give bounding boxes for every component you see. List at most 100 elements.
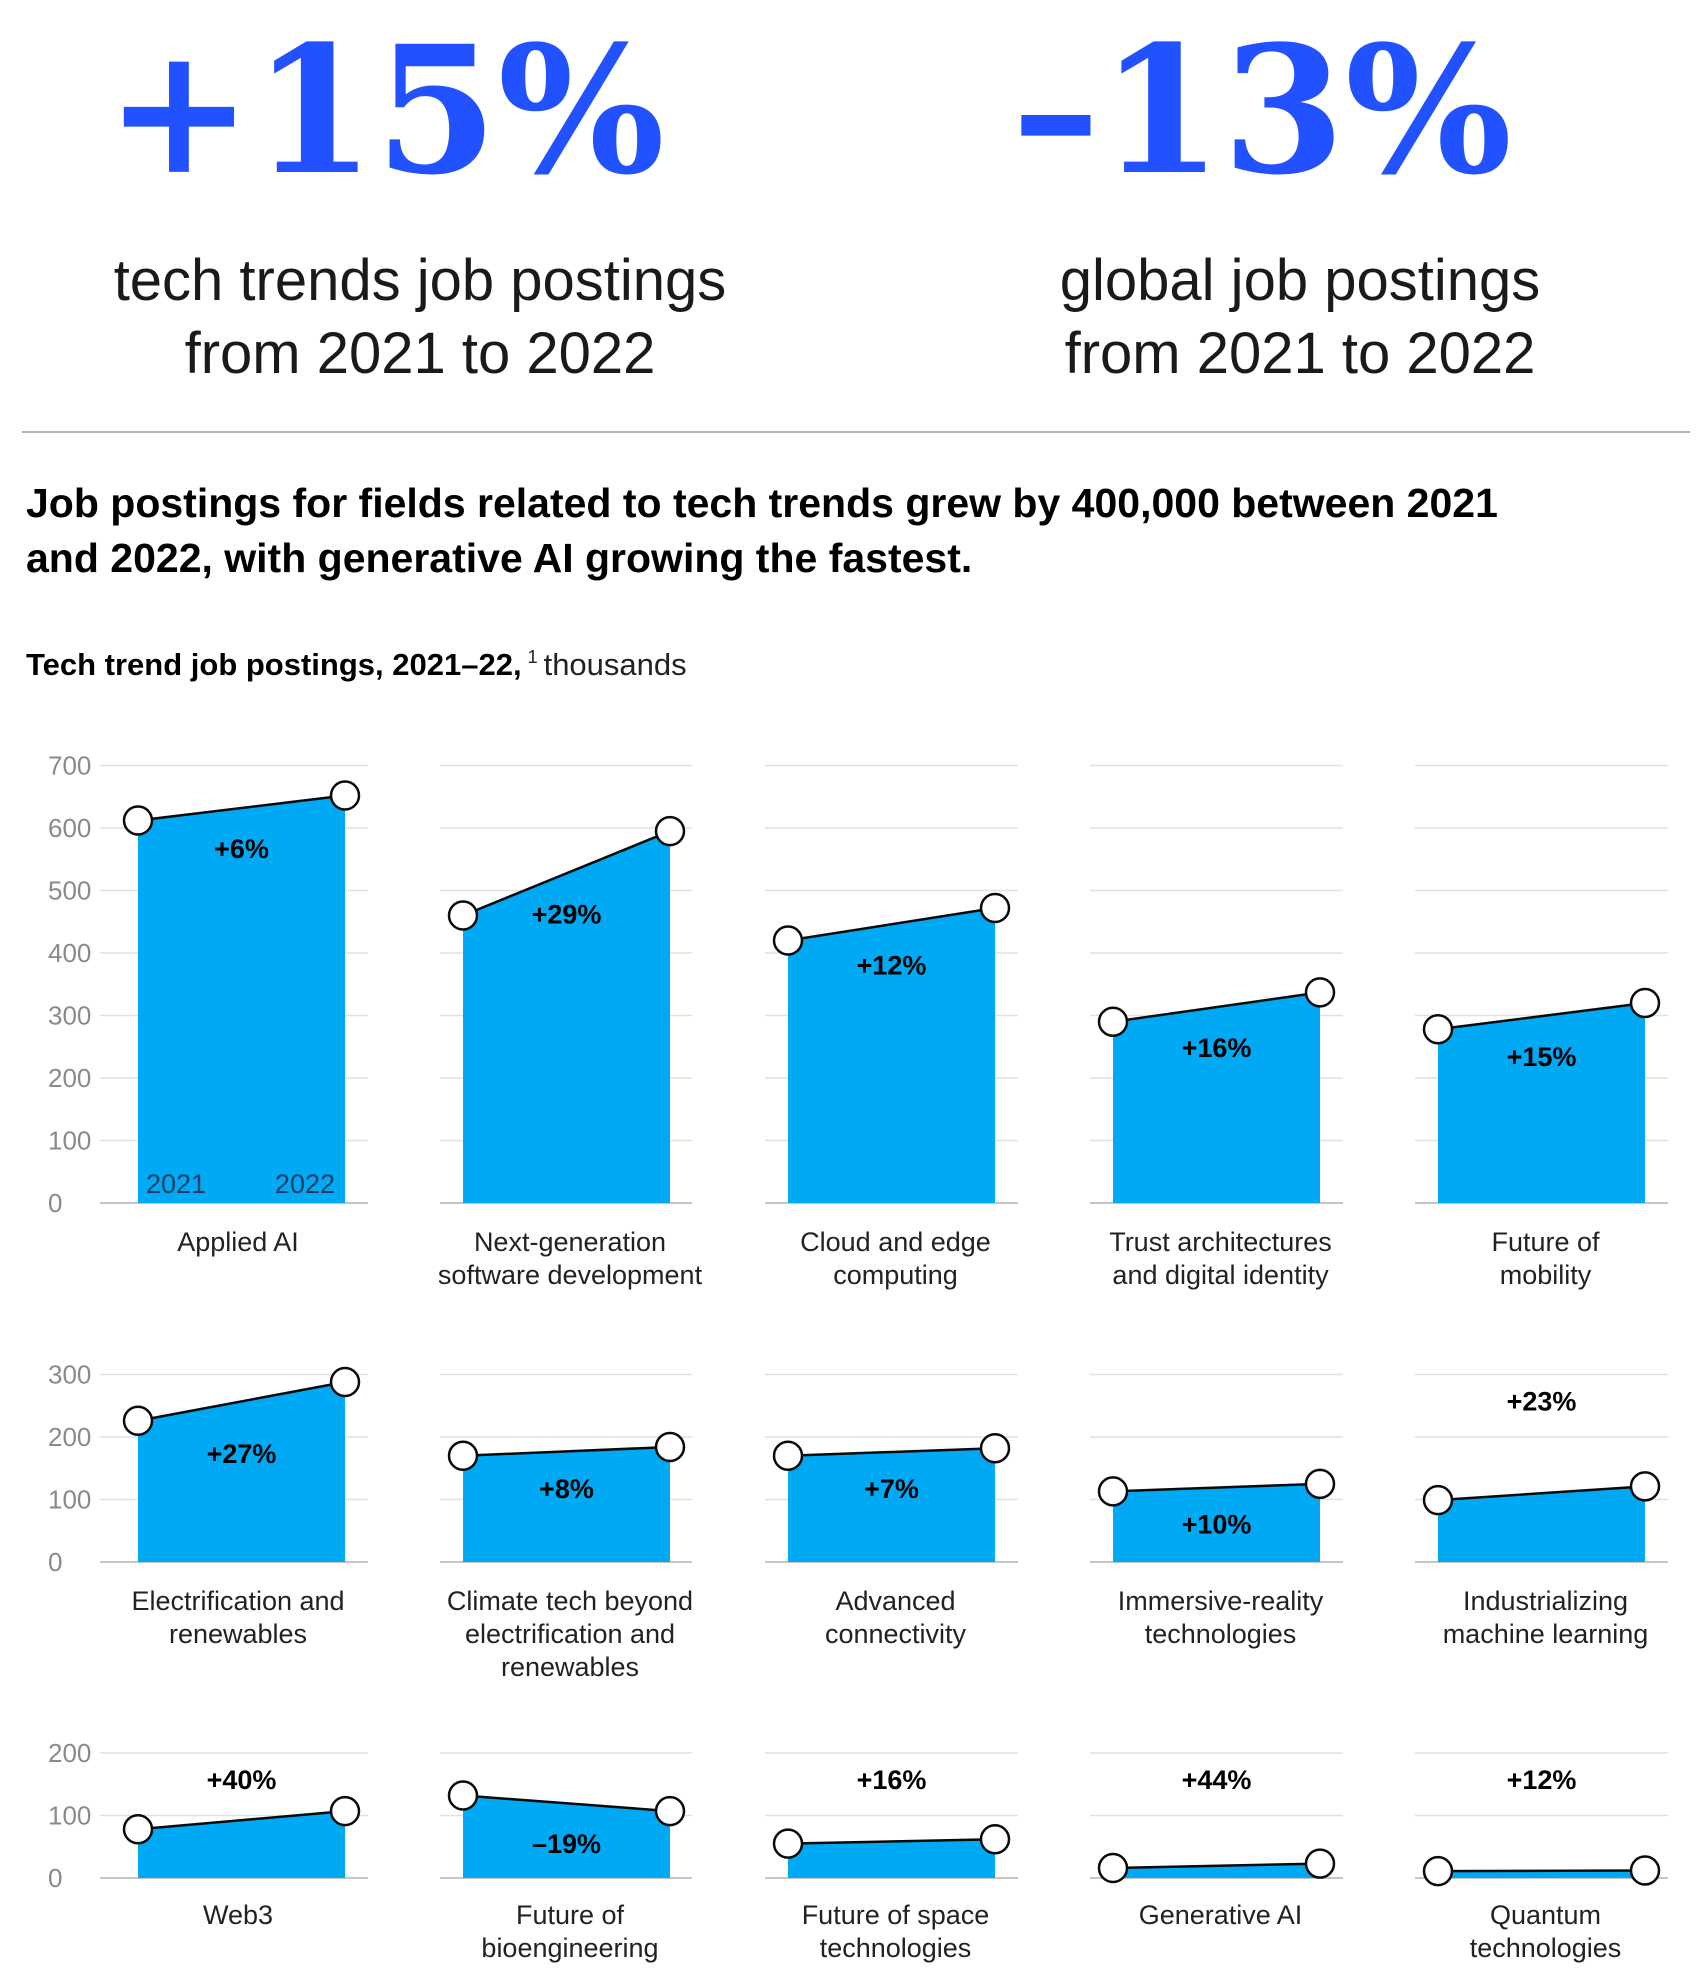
category-label: mobility xyxy=(1500,1260,1592,1290)
y-tick-label: 300 xyxy=(48,1001,91,1031)
point-2021 xyxy=(1422,1014,1454,1045)
point-2021 xyxy=(1097,1852,1129,1884)
category-label: technologies xyxy=(1145,1619,1297,1649)
point-2022 xyxy=(329,1366,361,1398)
percent-change-label: +15% xyxy=(1507,1042,1577,1072)
percent-change-label: +7% xyxy=(864,1474,919,1504)
trend-line xyxy=(787,1838,996,1845)
category-label: Trust architectures xyxy=(1109,1227,1332,1257)
y-tick-label: 500 xyxy=(48,876,91,906)
point-2021 xyxy=(447,900,479,931)
trend-line xyxy=(787,906,996,942)
point-2021 xyxy=(122,1405,154,1436)
area-fill xyxy=(1438,1870,1645,1878)
y-tick-label: 100 xyxy=(48,1485,91,1515)
stat-global-value: –13% xyxy=(1012,7,1512,214)
point-2021 xyxy=(122,1814,154,1845)
category-label: renewables xyxy=(169,1619,307,1649)
trend-line xyxy=(137,794,346,822)
point-2022 xyxy=(979,892,1011,924)
percent-change-label: +44% xyxy=(1182,1765,1252,1795)
percent-change-label: +27% xyxy=(207,1439,277,1469)
y-tick-label: 200 xyxy=(48,1738,91,1768)
category-label: Cloud and edge xyxy=(800,1227,991,1257)
point-2022 xyxy=(979,1824,1011,1855)
percent-change-label: –19% xyxy=(532,1829,601,1859)
point-2022 xyxy=(329,1795,361,1827)
trend-line xyxy=(1437,1869,1646,1873)
y-tick-label: 0 xyxy=(48,1863,62,1893)
point-2021 xyxy=(772,925,804,956)
area-fill xyxy=(1113,1483,1320,1562)
trend-line xyxy=(137,1809,346,1831)
y-tick-label: 200 xyxy=(48,1063,91,1093)
point-2022 xyxy=(1629,1855,1661,1886)
stat-tech-trends-caption-line2: from 2021 to 2022 xyxy=(185,321,656,386)
trend-line xyxy=(787,1447,996,1457)
point-2021 xyxy=(447,1440,479,1471)
y-tick-label: 700 xyxy=(48,751,91,781)
point-2021 xyxy=(772,1440,804,1471)
category-label: and digital identity xyxy=(1112,1260,1329,1290)
chart-subtitle-unit: thousands xyxy=(544,647,687,682)
category-label: renewables xyxy=(501,1652,639,1682)
category-label: Web3 xyxy=(203,1900,273,1930)
trend-line xyxy=(462,1794,671,1813)
point-2022 xyxy=(1304,977,1336,1008)
category-label: connectivity xyxy=(825,1619,967,1649)
area-fill xyxy=(788,1839,995,1878)
percent-change-label: +12% xyxy=(857,950,927,980)
percent-change-label: +40% xyxy=(207,1765,277,1795)
area-fill xyxy=(788,1448,995,1562)
category-label: software development xyxy=(438,1260,703,1290)
percent-change-label: +12% xyxy=(1507,1765,1577,1795)
category-label: machine learning xyxy=(1443,1619,1649,1649)
point-2021 xyxy=(1422,1484,1454,1516)
y-tick-label: 0 xyxy=(48,1188,62,1218)
point-2022 xyxy=(1304,1468,1336,1500)
y-tick-label: 200 xyxy=(48,1422,91,1452)
percent-change-label: +29% xyxy=(532,899,602,929)
point-2022 xyxy=(1629,1471,1661,1502)
trend-line xyxy=(1112,1482,1321,1493)
area-fill xyxy=(1438,1003,1645,1203)
category-label: Advanced xyxy=(835,1586,955,1616)
chart-subtitle-bold: Tech trend job postings, 2021–22, xyxy=(26,647,522,682)
point-2021 xyxy=(772,1828,804,1859)
area-fill xyxy=(138,795,345,1203)
year-label-2021: 2021 xyxy=(146,1169,206,1199)
category-label: bioengineering xyxy=(481,1933,658,1963)
point-2022 xyxy=(1629,987,1661,1019)
chart-subtitle: Tech trend job postings, 2021–22, 1 thousa… xyxy=(26,647,687,682)
point-2021 xyxy=(1097,1006,1129,1037)
category-label: technologies xyxy=(820,1933,972,1963)
category-label: Generative AI xyxy=(1139,1900,1303,1930)
area-fill xyxy=(463,831,670,1203)
stat-tech-trends-caption-line1: tech trends job postings xyxy=(114,248,727,313)
percent-change-label: +16% xyxy=(857,1765,927,1795)
area-fill xyxy=(1438,1486,1645,1562)
category-label: computing xyxy=(833,1260,958,1290)
category-label: Future of space xyxy=(802,1900,990,1930)
percent-change-label: +6% xyxy=(214,834,269,864)
y-tick-label: 600 xyxy=(48,813,91,843)
category-label: Industrializing xyxy=(1463,1586,1628,1616)
point-2022 xyxy=(654,1795,686,1827)
area-fill xyxy=(463,1795,670,1878)
y-tick-label: 100 xyxy=(48,1801,91,1831)
trend-line xyxy=(1437,1485,1646,1502)
stat-global-caption-line1: global job postings xyxy=(1060,248,1540,313)
category-label: Immersive-reality xyxy=(1118,1586,1324,1616)
point-2022 xyxy=(329,780,361,811)
point-2021 xyxy=(1422,1855,1454,1887)
category-label: Electrification and xyxy=(131,1586,344,1616)
y-tick-label: 100 xyxy=(48,1126,91,1156)
headline-line1: Job postings for fields related to tech … xyxy=(26,480,1498,526)
category-label: Applied AI xyxy=(177,1227,299,1257)
category-label: Quantum xyxy=(1490,1900,1601,1930)
year-label-2022: 2022 xyxy=(275,1169,335,1199)
stat-global-caption-line2: from 2021 to 2022 xyxy=(1065,321,1536,386)
point-2021 xyxy=(122,805,154,836)
trend-line xyxy=(1437,1001,1646,1031)
